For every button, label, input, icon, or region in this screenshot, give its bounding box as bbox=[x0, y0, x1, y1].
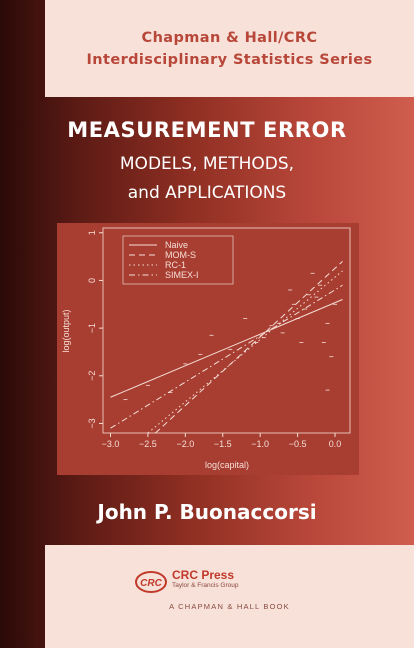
legend-label: SIMEX-I bbox=[165, 270, 199, 280]
series-publisher-line: Chapman & Hall/CRC bbox=[141, 30, 318, 46]
fit-line-simex-i bbox=[110, 284, 343, 429]
y-tick-label: −1 bbox=[87, 323, 97, 333]
y-tick-label: −3 bbox=[87, 418, 97, 428]
x-tick-label: 0.0 bbox=[329, 439, 342, 449]
publisher-tagline: Taylor & Francis Group bbox=[172, 582, 239, 589]
fit-line-naive bbox=[110, 299, 343, 398]
logo-text: CRC bbox=[140, 578, 162, 589]
legend-box bbox=[122, 235, 234, 285]
plot-background bbox=[57, 223, 359, 475]
legend-label: RC-1 bbox=[165, 260, 186, 270]
publisher-band bbox=[45, 545, 414, 648]
y-tick-label: 1 bbox=[87, 230, 97, 235]
x-tick-label: −1.5 bbox=[214, 439, 232, 449]
legend-label: Naive bbox=[165, 240, 188, 250]
x-tick-label: −2.5 bbox=[139, 439, 157, 449]
publisher-book-line: A CHAPMAN & HALL BOOK bbox=[169, 602, 290, 611]
x-tick-label: −2.0 bbox=[176, 439, 194, 449]
x-tick-label: −0.5 bbox=[289, 439, 307, 449]
fit-line-mom-s bbox=[155, 261, 343, 434]
author-name: John P. Buonaccorsi bbox=[97, 500, 317, 524]
series-name-line: Interdisciplinary Statistics Series bbox=[86, 52, 373, 68]
x-axis-label: log(capital) bbox=[205, 460, 249, 470]
legend-label: MOM-S bbox=[165, 250, 196, 260]
y-tick-label: 0 bbox=[87, 278, 97, 283]
x-tick-label: −3.0 bbox=[102, 439, 120, 449]
book-title: MEASUREMENT ERROR bbox=[67, 118, 347, 142]
x-tick-label: −1.0 bbox=[251, 439, 269, 449]
publisher-name: CRC Press bbox=[172, 568, 235, 582]
crc-press-logo-icon: CRC bbox=[135, 571, 167, 593]
series-band: Chapman & Hall/CRC Interdisciplinary Sta… bbox=[45, 0, 414, 97]
fit-line-rc-1 bbox=[147, 270, 343, 434]
y-axis-label: log(output) bbox=[61, 309, 71, 352]
plot-frame bbox=[102, 227, 351, 434]
book-subtitle-line1: MODELS, METHODS, bbox=[119, 154, 295, 174]
scatter-plot: −3.0 −2.5 −2.0 −1.5 −1.0 −0.5 0.0 1 0 −1 −2 −3 Naiv… bbox=[57, 223, 359, 475]
book-subtitle-line2: and APPLICATIONS bbox=[127, 183, 287, 203]
y-tick-label: −2 bbox=[87, 371, 97, 381]
